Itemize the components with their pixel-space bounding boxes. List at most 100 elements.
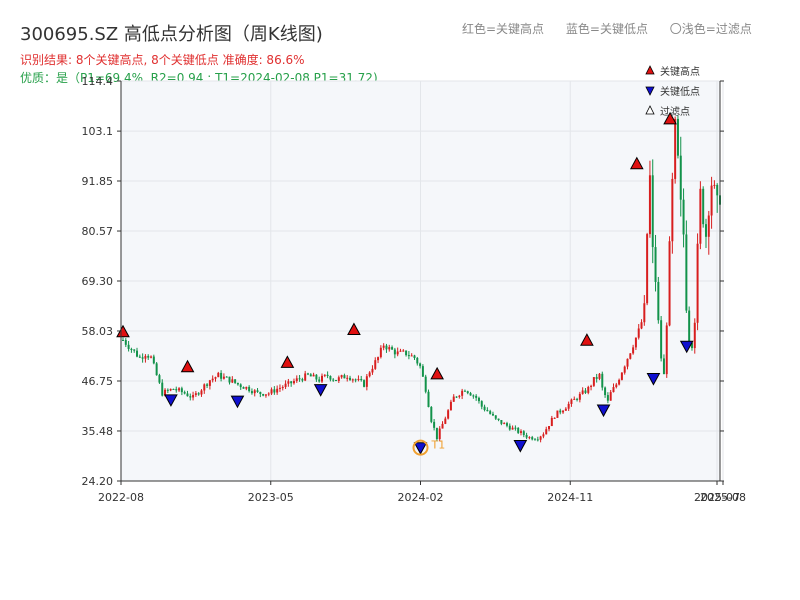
candle-body [475, 395, 478, 398]
candle-body [337, 377, 340, 381]
key-high-marker [180, 359, 195, 373]
candle-body [416, 357, 419, 364]
candle-body [318, 379, 321, 382]
candle-body [189, 396, 192, 398]
key-low-marker [230, 395, 245, 409]
candle-body [377, 357, 380, 361]
candle-body [256, 390, 259, 392]
legend-high-symbol [645, 65, 655, 75]
legend-filtered-label: 过滤点 [660, 105, 690, 118]
candle-body [550, 417, 553, 427]
candle-body [674, 118, 677, 179]
candle-body [567, 403, 570, 409]
candle-body [489, 411, 492, 414]
candle-body [480, 401, 483, 407]
candle-body [306, 373, 309, 375]
candle-body [186, 393, 189, 397]
key-high-marker [580, 333, 594, 346]
candle-body [469, 393, 472, 396]
candle-body [654, 247, 657, 282]
legend-low-label: 关键低点 [660, 85, 700, 98]
candle-body [155, 363, 158, 376]
candle-body [444, 418, 447, 424]
x-tick-label: 2024-02 [398, 491, 444, 504]
legend-low-symbol [645, 86, 655, 96]
candle-body [208, 380, 211, 386]
candle-body [407, 355, 410, 357]
y-tick-label: 58.03 [82, 325, 114, 338]
candle-body [590, 385, 593, 387]
t1-annotation: T1 [412, 439, 445, 456]
candle-body [542, 434, 545, 437]
candle-body [570, 399, 573, 404]
candle-body [287, 381, 290, 384]
y-tick-label: 80.57 [82, 225, 114, 238]
candle-body [433, 421, 436, 428]
candle-body [564, 408, 567, 411]
candle-body [447, 410, 450, 419]
candle-body [601, 373, 604, 388]
candle-body [514, 427, 517, 429]
candle-body [234, 379, 237, 383]
candle-body [421, 366, 424, 377]
candle-body [273, 389, 276, 393]
candle-body [122, 339, 124, 341]
candle-body [643, 303, 646, 323]
candle-body [660, 320, 663, 359]
candle-body [136, 350, 139, 357]
candle-body [298, 378, 301, 380]
candle-body [295, 378, 298, 382]
candle-body [419, 363, 422, 367]
candle-body [640, 322, 643, 329]
candle-body [671, 178, 674, 242]
candle-body [539, 436, 542, 440]
candle-body [679, 155, 682, 200]
top-legend-filtered: 〇浅色=过滤点 [669, 22, 752, 36]
candle-body [231, 379, 234, 383]
candle-body [449, 401, 452, 411]
candle-body [503, 423, 506, 425]
candle-body [405, 350, 408, 356]
chart-title: 300695.SZ 高低点分析图（周K线图) [20, 24, 323, 45]
candle-body [396, 351, 399, 355]
candle-body [284, 383, 287, 388]
candle-body [343, 375, 346, 379]
candle-body [382, 345, 385, 348]
key-high-marker [430, 366, 444, 380]
candle-body [360, 378, 363, 381]
candle-body [466, 391, 469, 394]
candle-body [164, 389, 167, 396]
candle-body [175, 389, 178, 391]
candle-body [435, 427, 438, 440]
candle-body [581, 390, 584, 394]
key-high-marker [629, 156, 644, 170]
candle-body [127, 344, 130, 349]
candle-body [559, 410, 562, 413]
candle-body [264, 394, 267, 396]
candle-body [270, 389, 273, 394]
candle-body [393, 349, 396, 355]
candle-body [606, 395, 609, 401]
legend-filtered-symbol [645, 105, 655, 115]
candle-body [354, 379, 357, 381]
candle-body [676, 118, 679, 156]
candle-body [696, 243, 699, 323]
candle-body [124, 340, 127, 345]
candle-body [455, 396, 458, 398]
candle-body [242, 387, 245, 389]
candle-body [693, 322, 696, 349]
candle-body [584, 390, 587, 393]
candle-body [304, 373, 307, 381]
candle-body [710, 185, 713, 216]
candle-body [491, 413, 494, 416]
candle-body [410, 355, 413, 357]
candle-body [618, 379, 621, 385]
key-low-marker [413, 442, 428, 455]
candle-body [668, 241, 671, 326]
candle-body [326, 374, 329, 376]
candle-body [477, 397, 480, 402]
candle-body [220, 372, 223, 379]
candle-body [309, 374, 312, 377]
x-tick-label: 2024-11 [547, 491, 593, 504]
candle-body [556, 410, 559, 418]
